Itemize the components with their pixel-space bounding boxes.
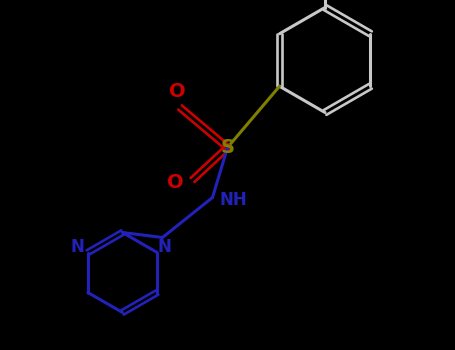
Text: NH: NH [220, 191, 248, 209]
Text: N: N [158, 238, 172, 257]
Text: O: O [169, 82, 186, 101]
Text: O: O [167, 173, 183, 192]
Text: S: S [221, 138, 234, 157]
Text: N: N [71, 238, 85, 257]
